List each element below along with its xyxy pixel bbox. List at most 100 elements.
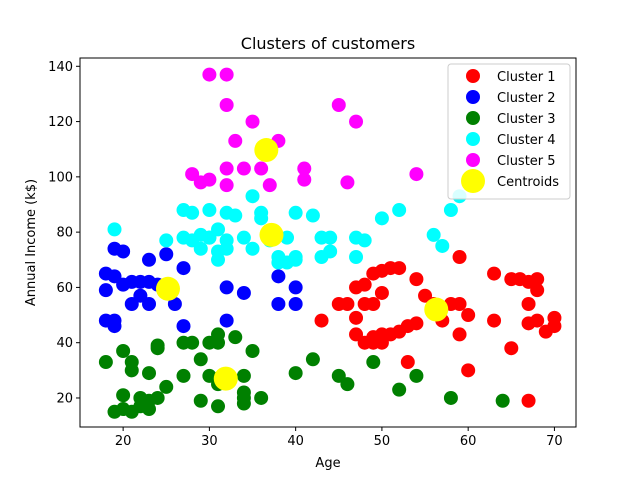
y-axis: 20 40 60 80 100 120 140 — [48, 60, 80, 406]
data-point — [185, 335, 200, 350]
data-point — [254, 211, 269, 226]
data-point — [236, 230, 251, 245]
data-point — [504, 341, 519, 356]
data-point — [228, 330, 243, 345]
data-point — [340, 297, 355, 311]
data-point — [288, 250, 303, 265]
y-tick-label: 100 — [48, 170, 73, 185]
data-point — [219, 161, 234, 176]
data-point — [245, 114, 260, 129]
data-point — [98, 283, 113, 298]
centroid-point — [424, 297, 449, 322]
x-tick-label: 60 — [460, 434, 477, 449]
data-point — [142, 297, 157, 311]
data-point — [116, 388, 131, 403]
data-point — [521, 297, 536, 311]
x-axis: 20 30 40 50 60 70 — [115, 427, 563, 449]
data-point — [435, 238, 450, 253]
data-point — [107, 313, 122, 328]
y-tick-label: 20 — [56, 391, 73, 406]
legend-marker — [461, 169, 485, 193]
data-point — [349, 327, 364, 342]
data-point — [271, 269, 286, 284]
legend-marker — [466, 69, 480, 83]
data-point — [366, 355, 381, 370]
data-point — [297, 161, 312, 176]
data-point — [305, 352, 320, 367]
points-layer — [98, 67, 562, 419]
data-point — [331, 368, 346, 383]
legend-label: Centroids — [497, 175, 559, 190]
data-point — [202, 230, 217, 245]
data-point — [116, 343, 131, 358]
data-point — [547, 310, 562, 325]
legend-label: Cluster 3 — [497, 112, 556, 127]
series-cluster-1 — [314, 250, 562, 408]
data-point — [185, 167, 200, 182]
data-point — [219, 97, 234, 112]
x-tick-label: 20 — [115, 434, 132, 449]
data-point — [142, 252, 157, 267]
data-point — [245, 343, 260, 358]
legend-label: Cluster 1 — [497, 70, 556, 85]
data-point — [452, 327, 467, 342]
data-point — [159, 247, 174, 262]
data-point — [374, 211, 389, 226]
legend-marker — [466, 153, 480, 167]
data-point — [150, 390, 165, 405]
data-point — [211, 335, 226, 350]
y-tick-label: 120 — [48, 115, 73, 130]
data-point — [521, 393, 536, 408]
data-point — [245, 189, 260, 204]
data-point — [443, 390, 458, 405]
data-point — [107, 269, 122, 284]
data-point — [193, 241, 208, 256]
data-point — [288, 366, 303, 381]
data-point — [495, 393, 510, 408]
data-point — [426, 227, 441, 242]
legend-label: Cluster 2 — [497, 91, 556, 106]
legend-label: Cluster 5 — [497, 154, 556, 169]
data-point — [288, 297, 303, 311]
series-cluster-3 — [98, 327, 510, 419]
data-point — [409, 272, 424, 287]
data-point — [236, 285, 251, 300]
series-centroids — [155, 138, 449, 391]
y-axis-label: Annual Income (k$) — [24, 179, 39, 306]
data-point — [374, 285, 389, 300]
data-point — [254, 161, 269, 176]
data-point — [530, 313, 545, 328]
data-point — [392, 203, 407, 218]
plot-frame — [79, 57, 577, 428]
data-point — [262, 178, 277, 193]
data-point — [366, 297, 381, 311]
data-point — [167, 297, 182, 311]
x-tick-label: 70 — [546, 434, 563, 449]
data-point — [245, 241, 260, 256]
data-point — [323, 230, 338, 245]
data-point — [357, 277, 372, 292]
data-point — [409, 316, 424, 331]
data-point — [202, 67, 217, 82]
data-point — [176, 261, 191, 276]
data-point — [349, 250, 364, 265]
data-point — [236, 161, 251, 176]
data-point — [124, 363, 139, 378]
data-point — [219, 280, 234, 295]
data-point — [409, 368, 424, 383]
data-point — [107, 222, 122, 237]
data-point — [340, 175, 355, 190]
data-point — [288, 280, 303, 295]
data-point — [98, 355, 113, 370]
legend-label: Cluster 4 — [497, 133, 556, 148]
data-point — [219, 233, 234, 248]
data-point — [159, 379, 174, 394]
centroid-point — [254, 138, 279, 163]
data-point — [150, 338, 165, 353]
data-point — [211, 222, 226, 237]
y-tick-label: 60 — [56, 281, 73, 296]
data-point — [219, 178, 234, 193]
series-cluster-5 — [185, 67, 424, 193]
y-tick-label: 40 — [56, 336, 73, 351]
data-point — [185, 205, 200, 220]
